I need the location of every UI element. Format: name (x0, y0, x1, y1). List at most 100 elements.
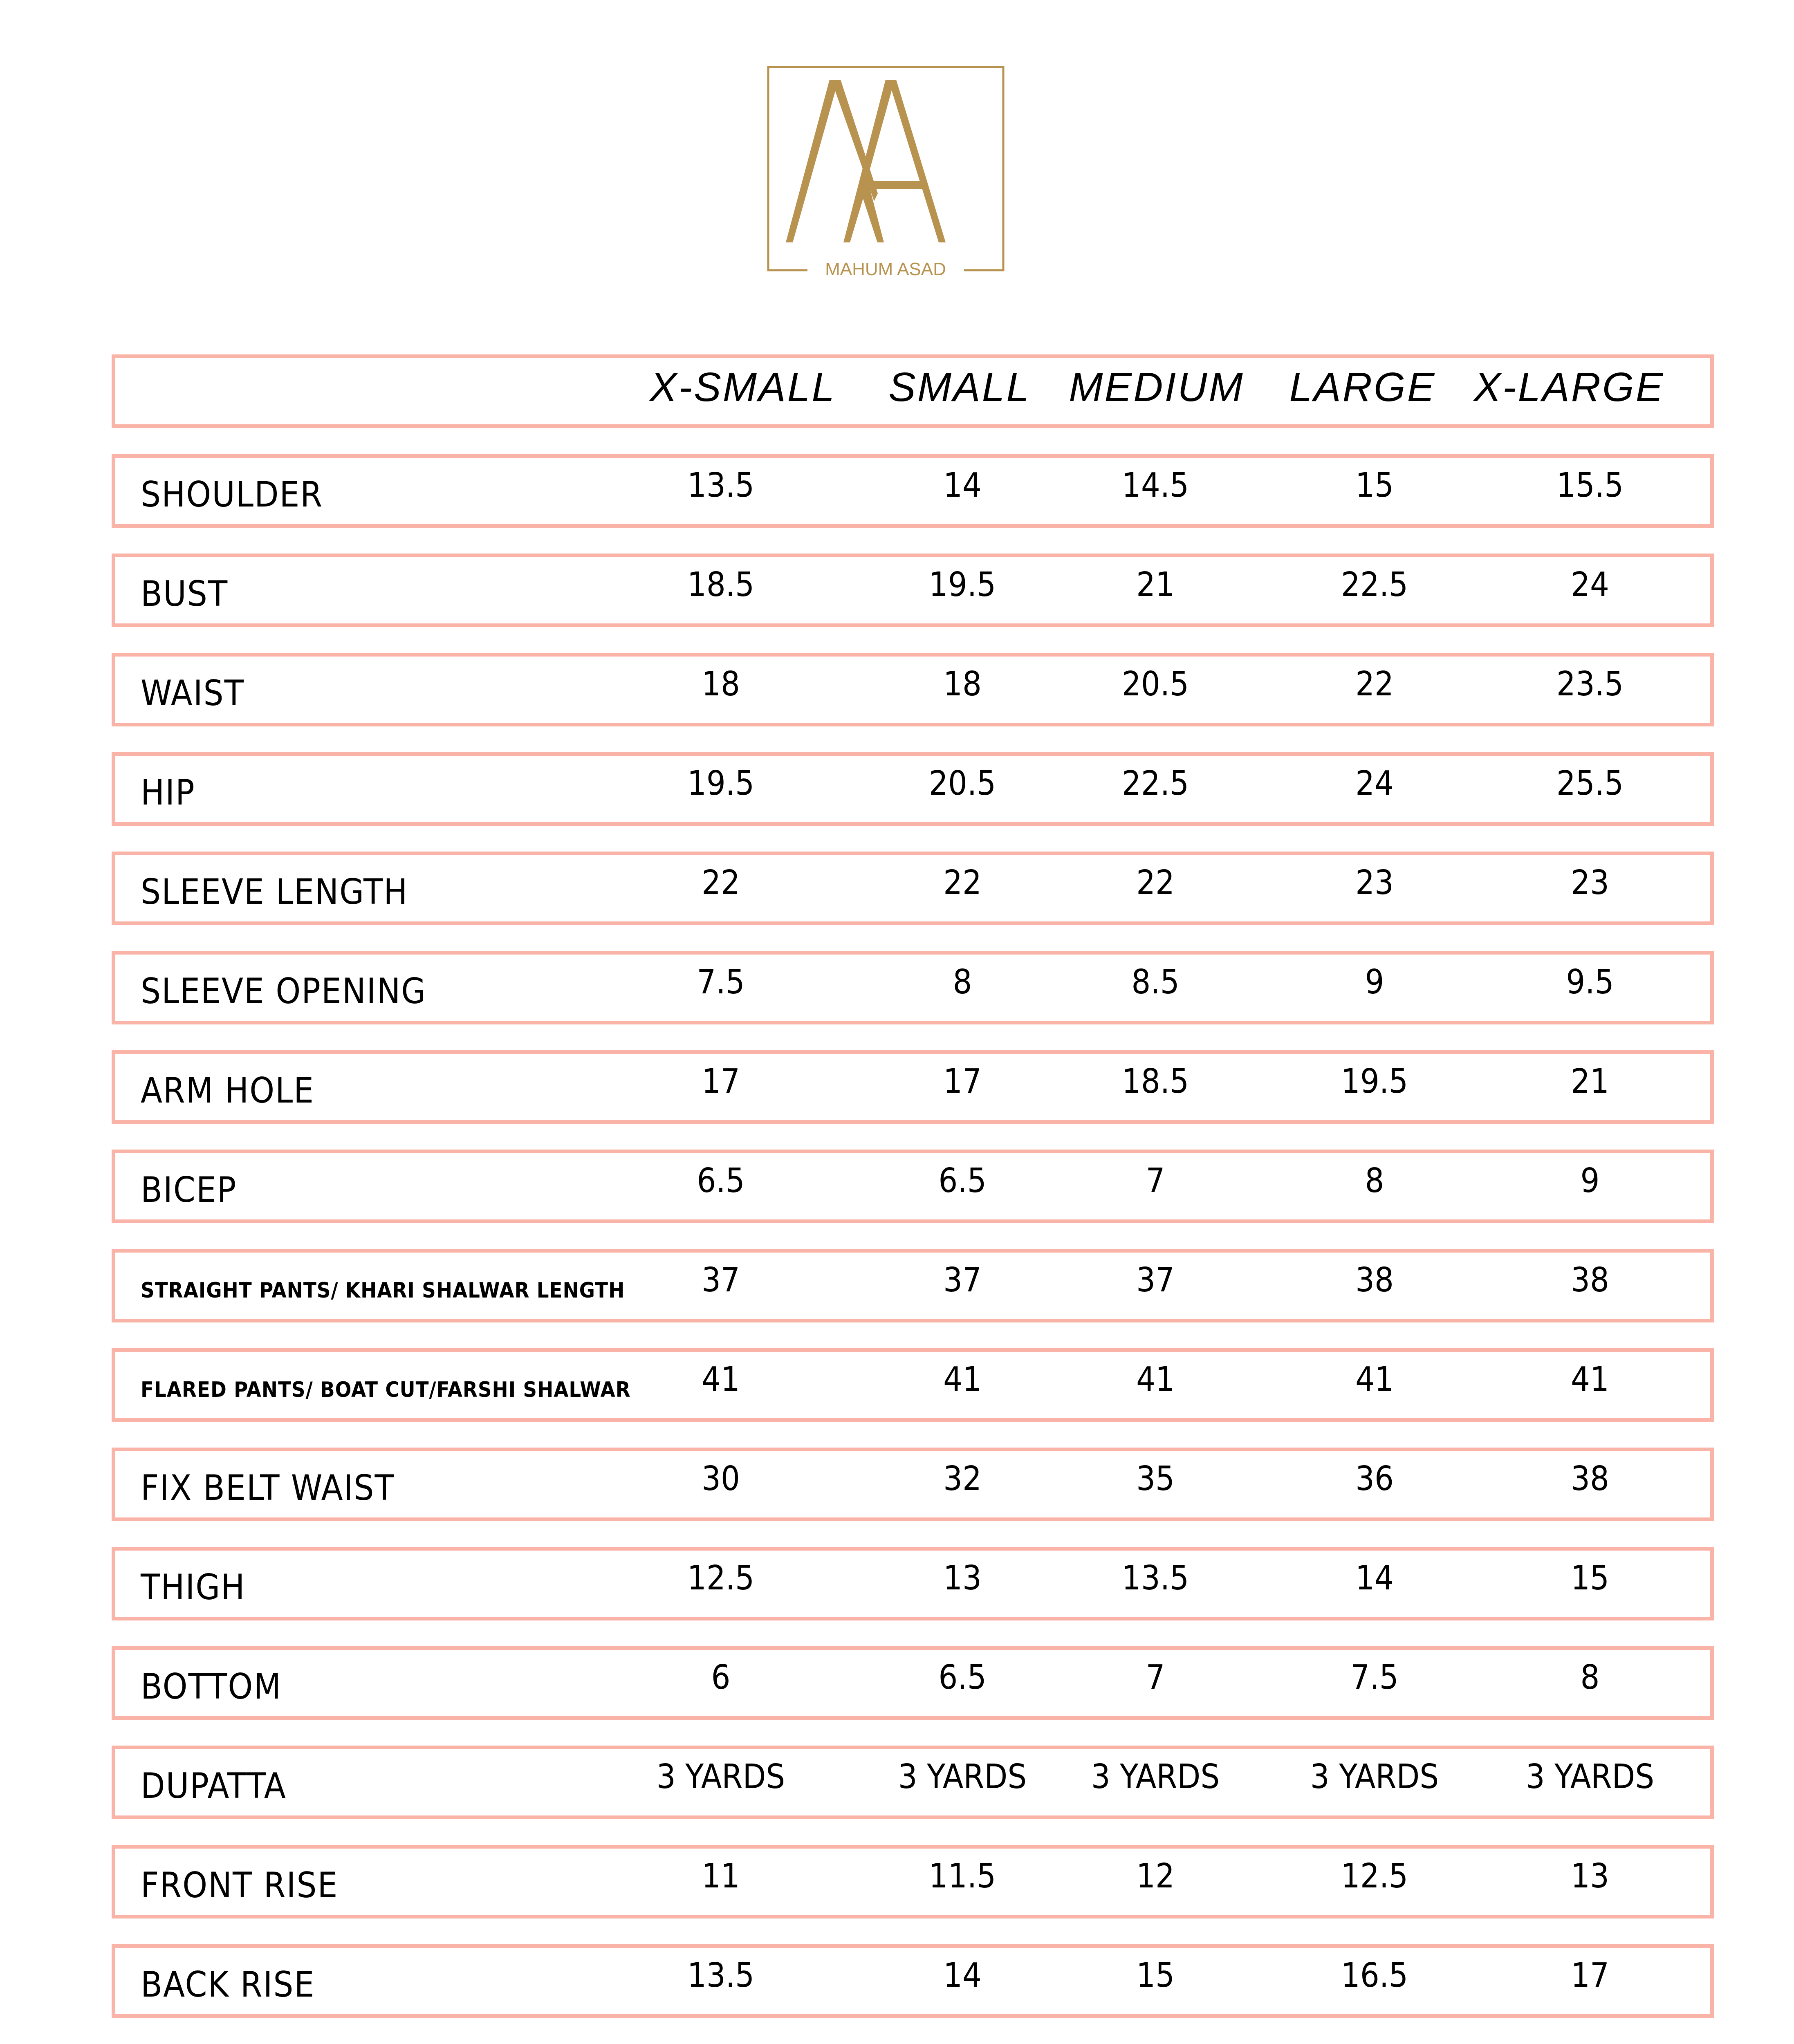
measurement-label: FIX BELT WAIST (141, 1468, 395, 1508)
measurement-value: 13.5 (687, 1956, 755, 1995)
measurement-value: 15 (1355, 466, 1394, 505)
measurement-value: 30 (702, 1459, 740, 1498)
measurement-value: 8 (1580, 1658, 1600, 1697)
measurement-value: 22.5 (1121, 764, 1189, 803)
measurement-value: 18 (943, 664, 982, 704)
measurement-row: SLEEVE LENGTH 22 22 22 23 23 (112, 852, 1714, 925)
measurement-value: 41 (943, 1360, 982, 1399)
measurement-value: 12.5 (687, 1558, 755, 1598)
measurement-value: 14.5 (1121, 466, 1189, 505)
measurement-value: 37 (1136, 1260, 1175, 1300)
measurement-value: 8 (953, 962, 972, 1002)
measurement-label: ARM HOLE (141, 1070, 315, 1111)
measurement-label: THIGH (141, 1567, 246, 1608)
header-x-small: X-SMALL (650, 364, 836, 410)
measurement-value: 13 (943, 1558, 982, 1598)
measurement-value: 13 (1571, 1856, 1609, 1896)
measurement-value: 22 (1355, 664, 1394, 704)
measurement-value: 16.5 (1341, 1956, 1408, 1995)
measurement-value: 6 (711, 1658, 731, 1697)
measurement-value: 7.5 (1350, 1658, 1399, 1697)
header-medium: MEDIUM (1069, 364, 1245, 410)
measurement-value: 17 (702, 1062, 740, 1101)
measurement-value: 36 (1355, 1459, 1394, 1498)
mahum-asad-logo: MAHUM ASAD (767, 66, 1005, 279)
measurement-value: 3 YARDS (898, 1757, 1027, 1796)
measurement-value: 19.5 (687, 764, 755, 803)
measurement-value: 11 (702, 1856, 740, 1896)
measurement-value: 37 (943, 1260, 982, 1300)
measurement-value: 21 (1571, 1062, 1609, 1101)
measurement-row: FIX BELT WAIST 30 32 35 36 38 (112, 1448, 1714, 1521)
size-header-row: X-SMALL SMALL MEDIUM LARGE X-LARGE (112, 354, 1714, 428)
measurement-value: 21 (1136, 565, 1175, 604)
header-x-large: X-LARGE (1473, 364, 1665, 410)
measurement-row: BACK RISE 13.5 14 15 16.5 17 (112, 1944, 1714, 2018)
measurement-value: 18 (702, 664, 740, 704)
measurement-value: 14 (1355, 1558, 1394, 1598)
measurement-value: 9 (1365, 962, 1384, 1002)
measurement-value: 41 (702, 1360, 740, 1399)
measurement-label: SLEEVE OPENING (141, 971, 427, 1012)
measurement-value: 9 (1580, 1161, 1600, 1200)
measurement-value: 11.5 (928, 1856, 996, 1896)
measurement-value: 22 (702, 863, 740, 902)
measurement-value: 18.5 (687, 565, 755, 604)
measurement-label: BICEP (141, 1170, 237, 1210)
measurement-value: 32 (943, 1459, 982, 1498)
measurement-value: 41 (1571, 1360, 1609, 1399)
measurement-label: FLARED PANTS/ BOAT CUT/FARSHI SHALWAR (141, 1378, 631, 1402)
measurement-value: 23 (1355, 863, 1394, 902)
measurement-value: 23.5 (1556, 664, 1624, 704)
measurement-value: 3 YARDS (656, 1757, 785, 1796)
measurement-row: WAIST 18 18 20.5 22 23.5 (112, 653, 1714, 726)
measurement-value: 15 (1136, 1956, 1175, 1995)
measurement-value: 7 (1146, 1161, 1165, 1200)
measurement-value: 12 (1136, 1856, 1175, 1896)
measurement-value: 12.5 (1341, 1856, 1408, 1896)
measurement-value: 41 (1136, 1360, 1175, 1399)
measurement-row: FRONT RISE 11 11.5 12 12.5 13 (112, 1845, 1714, 1918)
measurement-value: 35 (1136, 1459, 1175, 1498)
measurement-value: 8 (1365, 1161, 1384, 1200)
measurement-value: 38 (1571, 1459, 1609, 1498)
measurement-value: 22 (1136, 863, 1175, 902)
measurement-value: 17 (943, 1062, 982, 1101)
measurement-label: BACK RISE (141, 1964, 315, 2005)
measurement-row: BUST 18.5 19.5 21 22.5 24 (112, 554, 1714, 627)
measurement-value: 13.5 (687, 466, 755, 505)
measurement-value: 3 YARDS (1525, 1757, 1655, 1796)
measurement-label: BUST (141, 574, 229, 614)
measurement-row: SLEEVE OPENING 7.5 8 8.5 9 9.5 (112, 951, 1714, 1024)
measurement-label: FRONT RISE (141, 1865, 339, 1906)
logo-wordmark: MAHUM ASAD (825, 259, 946, 279)
measurement-value: 9.5 (1566, 962, 1614, 1002)
measurement-row: THIGH 12.5 13 13.5 14 15 (112, 1547, 1714, 1620)
measurement-value: 15.5 (1556, 466, 1624, 505)
measurement-row: SHOULDER 13.5 14 14.5 15 15.5 (112, 454, 1714, 528)
measurement-value: 24 (1355, 764, 1394, 803)
header-large: LARGE (1289, 364, 1436, 410)
measurement-row: FLARED PANTS/ BOAT CUT/FARSHI SHALWAR 41 4… (112, 1348, 1714, 1422)
measurement-value: 38 (1355, 1260, 1394, 1300)
measurement-value: 25.5 (1556, 764, 1624, 803)
measurement-value: 3 YARDS (1310, 1757, 1439, 1796)
measurement-value: 8.5 (1131, 962, 1180, 1002)
measurement-value: 6.5 (697, 1161, 745, 1200)
measurement-value: 20.5 (1121, 664, 1189, 704)
measurement-value: 17 (1571, 1956, 1609, 1995)
measurement-value: 22 (943, 863, 982, 902)
measurement-value: 6.5 (938, 1658, 987, 1697)
measurement-value: 6.5 (938, 1161, 987, 1200)
measurement-label: SHOULDER (141, 474, 323, 515)
measurement-value: 41 (1355, 1360, 1394, 1399)
measurement-value: 38 (1571, 1260, 1609, 1300)
header-small: SMALL (888, 364, 1031, 410)
measurement-value: 24 (1571, 565, 1609, 604)
measurement-value: 23 (1571, 863, 1609, 902)
measurement-row: BICEP 6.5 6.5 7 8 9 (112, 1150, 1714, 1223)
measurement-row: STRAIGHT PANTS/ KHARI SHALWAR LENGTH 37 37… (112, 1249, 1714, 1322)
measurement-value: 14 (943, 1956, 982, 1995)
measurement-row: HIP 19.5 20.5 22.5 24 25.5 (112, 752, 1714, 826)
measurement-value: 19.5 (1341, 1062, 1408, 1101)
